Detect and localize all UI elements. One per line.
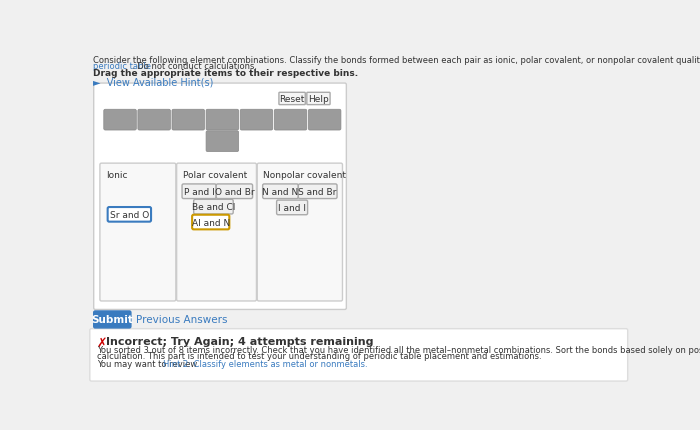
FancyBboxPatch shape (94, 311, 131, 328)
FancyBboxPatch shape (176, 164, 256, 301)
FancyBboxPatch shape (192, 215, 230, 230)
FancyBboxPatch shape (172, 110, 204, 131)
Text: Previous Answers: Previous Answers (136, 315, 227, 325)
FancyBboxPatch shape (216, 184, 253, 199)
FancyBboxPatch shape (138, 110, 170, 131)
Text: periodic table: periodic table (93, 62, 151, 71)
FancyBboxPatch shape (262, 184, 298, 199)
FancyBboxPatch shape (298, 184, 337, 199)
FancyBboxPatch shape (257, 164, 342, 301)
FancyBboxPatch shape (94, 84, 346, 310)
Text: Be and Cl: Be and Cl (192, 203, 235, 212)
FancyBboxPatch shape (274, 110, 307, 131)
Text: S and Br: S and Br (298, 187, 337, 196)
FancyBboxPatch shape (206, 132, 239, 152)
Text: P and I: P and I (183, 187, 214, 196)
Text: You sorted 3 out of 8 items incorrectly. Check that you have identified all the : You sorted 3 out of 8 items incorrectly.… (97, 345, 700, 354)
Text: ✗: ✗ (97, 336, 107, 349)
Text: N and N: N and N (262, 187, 299, 196)
Text: . Do not conduct calculations.: . Do not conduct calculations. (132, 62, 258, 71)
FancyBboxPatch shape (108, 208, 151, 222)
Text: calculation. This part is intended to test your understanding of periodic table : calculation. This part is intended to te… (97, 351, 541, 360)
Text: Ionic: Ionic (106, 171, 127, 180)
FancyBboxPatch shape (279, 93, 305, 105)
FancyBboxPatch shape (307, 93, 330, 105)
Text: Sr and O: Sr and O (110, 210, 149, 219)
Text: Submit: Submit (92, 315, 133, 325)
Text: Nonpolar covalent: Nonpolar covalent (263, 171, 346, 180)
FancyBboxPatch shape (206, 110, 239, 131)
FancyBboxPatch shape (182, 184, 216, 199)
Text: ►  View Available Hint(s): ► View Available Hint(s) (93, 77, 214, 87)
Text: Consider the following element combinations. Classify the bonds formed between e: Consider the following element combinati… (93, 56, 700, 65)
Text: Incorrect; Try Again; 4 attempts remaining: Incorrect; Try Again; 4 attempts remaini… (106, 336, 374, 346)
Text: Help: Help (308, 95, 329, 104)
Text: Drag the appropriate items to their respective bins.: Drag the appropriate items to their resp… (93, 69, 358, 78)
Text: I and I: I and I (278, 203, 306, 212)
FancyBboxPatch shape (100, 164, 176, 301)
FancyBboxPatch shape (240, 110, 273, 131)
Text: Polar covalent: Polar covalent (183, 171, 247, 180)
Text: Hint 2: Classify elements as metal or nonmetals.: Hint 2: Classify elements as metal or no… (163, 359, 368, 368)
FancyBboxPatch shape (104, 110, 136, 131)
Text: O and Br: O and Br (214, 187, 254, 196)
FancyBboxPatch shape (276, 201, 307, 215)
Text: Al and N: Al and N (192, 218, 230, 227)
Text: You may want to review: You may want to review (97, 359, 200, 368)
FancyBboxPatch shape (309, 110, 341, 131)
FancyBboxPatch shape (194, 200, 233, 215)
FancyBboxPatch shape (90, 329, 628, 381)
Text: Reset: Reset (279, 95, 304, 104)
